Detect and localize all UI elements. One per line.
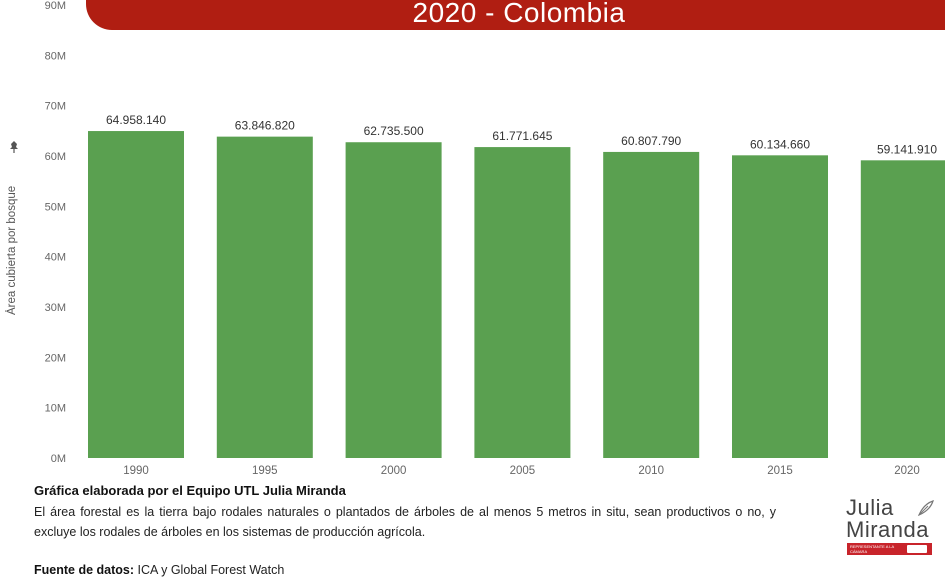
data-label: 64.958.140 [106, 113, 166, 127]
x-tick-label: 2020 [894, 465, 920, 477]
bar[interactable] [474, 147, 571, 459]
source-label: Fuente de datos: [34, 563, 135, 577]
caption-title: Gráfica elaborada por el Equipo UTL Juli… [34, 483, 346, 498]
data-label: 62.735.500 [364, 124, 424, 138]
title-banner: 2020 - Colombia [86, 0, 945, 30]
bars [88, 131, 945, 459]
x-tick-label: 1990 [123, 465, 149, 477]
chart-title: 2020 - Colombia [412, 0, 626, 28]
x-tick-label: 2000 [381, 465, 407, 477]
x-tick-label: 1995 [252, 465, 278, 477]
data-label: 61.771.645 [492, 129, 552, 143]
data-label: 59.141.910 [877, 142, 937, 156]
data-label: 60.134.660 [750, 137, 810, 151]
party-emblem-icon [907, 545, 927, 553]
logo-badge: REPRESENTANTE A LA CÁMARA [847, 543, 932, 555]
bar[interactable] [860, 160, 945, 459]
data-labels: 64.958.140 63.846.820 62.735.500 61.771.645… [106, 113, 937, 156]
bar[interactable] [216, 136, 313, 458]
source-text: ICA y Global Forest Watch [134, 563, 285, 577]
y-tick-label: 90M [45, 0, 66, 12]
bar-chart: 0M 10M 20M 30M 40M 50M 60M 70M 80M 90M 64.958.140… [45, 0, 945, 477]
data-label: 60.807.790 [621, 134, 681, 148]
bar[interactable] [88, 131, 184, 459]
bar[interactable] [345, 142, 442, 458]
logo-line2: Miranda [846, 517, 929, 542]
y-tick-label: 50M [45, 201, 66, 213]
data-label: 63.846.820 [235, 119, 295, 133]
y-tick-label: 70M [45, 101, 66, 113]
y-tick-label: 40M [45, 252, 66, 264]
x-tick-label: 2010 [638, 465, 664, 477]
julia-miranda-logo: Julia Miranda REPRESENTANTE A LA CÁMARA [846, 497, 938, 559]
y-tick-label: 0M [51, 453, 66, 465]
x-tick-label: 2005 [510, 465, 536, 477]
pin-icon[interactable] [8, 140, 20, 154]
logo-line1: Julia [846, 495, 894, 520]
bar[interactable] [732, 155, 828, 458]
y-axis-ticks: 0M 10M 20M 30M 40M 50M 60M 70M 80M 90M [45, 0, 66, 465]
y-tick-label: 80M [45, 50, 66, 62]
y-tick-label: 20M [45, 352, 66, 364]
y-tick-label: 30M [45, 302, 66, 314]
leaf-icon [917, 500, 934, 517]
y-tick-label: 60M [45, 151, 66, 163]
source-line: Fuente de datos: ICA y Global Forest Wat… [34, 563, 284, 577]
caption-body: El área forestal es la tierra bajo rodal… [34, 505, 776, 539]
bar[interactable] [603, 151, 700, 458]
x-axis-ticks: 1990 1995 2000 2005 2010 2015 2020 [123, 465, 920, 477]
x-tick-label: 2015 [767, 465, 793, 477]
y-tick-label: 10M [45, 403, 66, 415]
logo-badge-text: REPRESENTANTE A LA CÁMARA [850, 544, 894, 554]
